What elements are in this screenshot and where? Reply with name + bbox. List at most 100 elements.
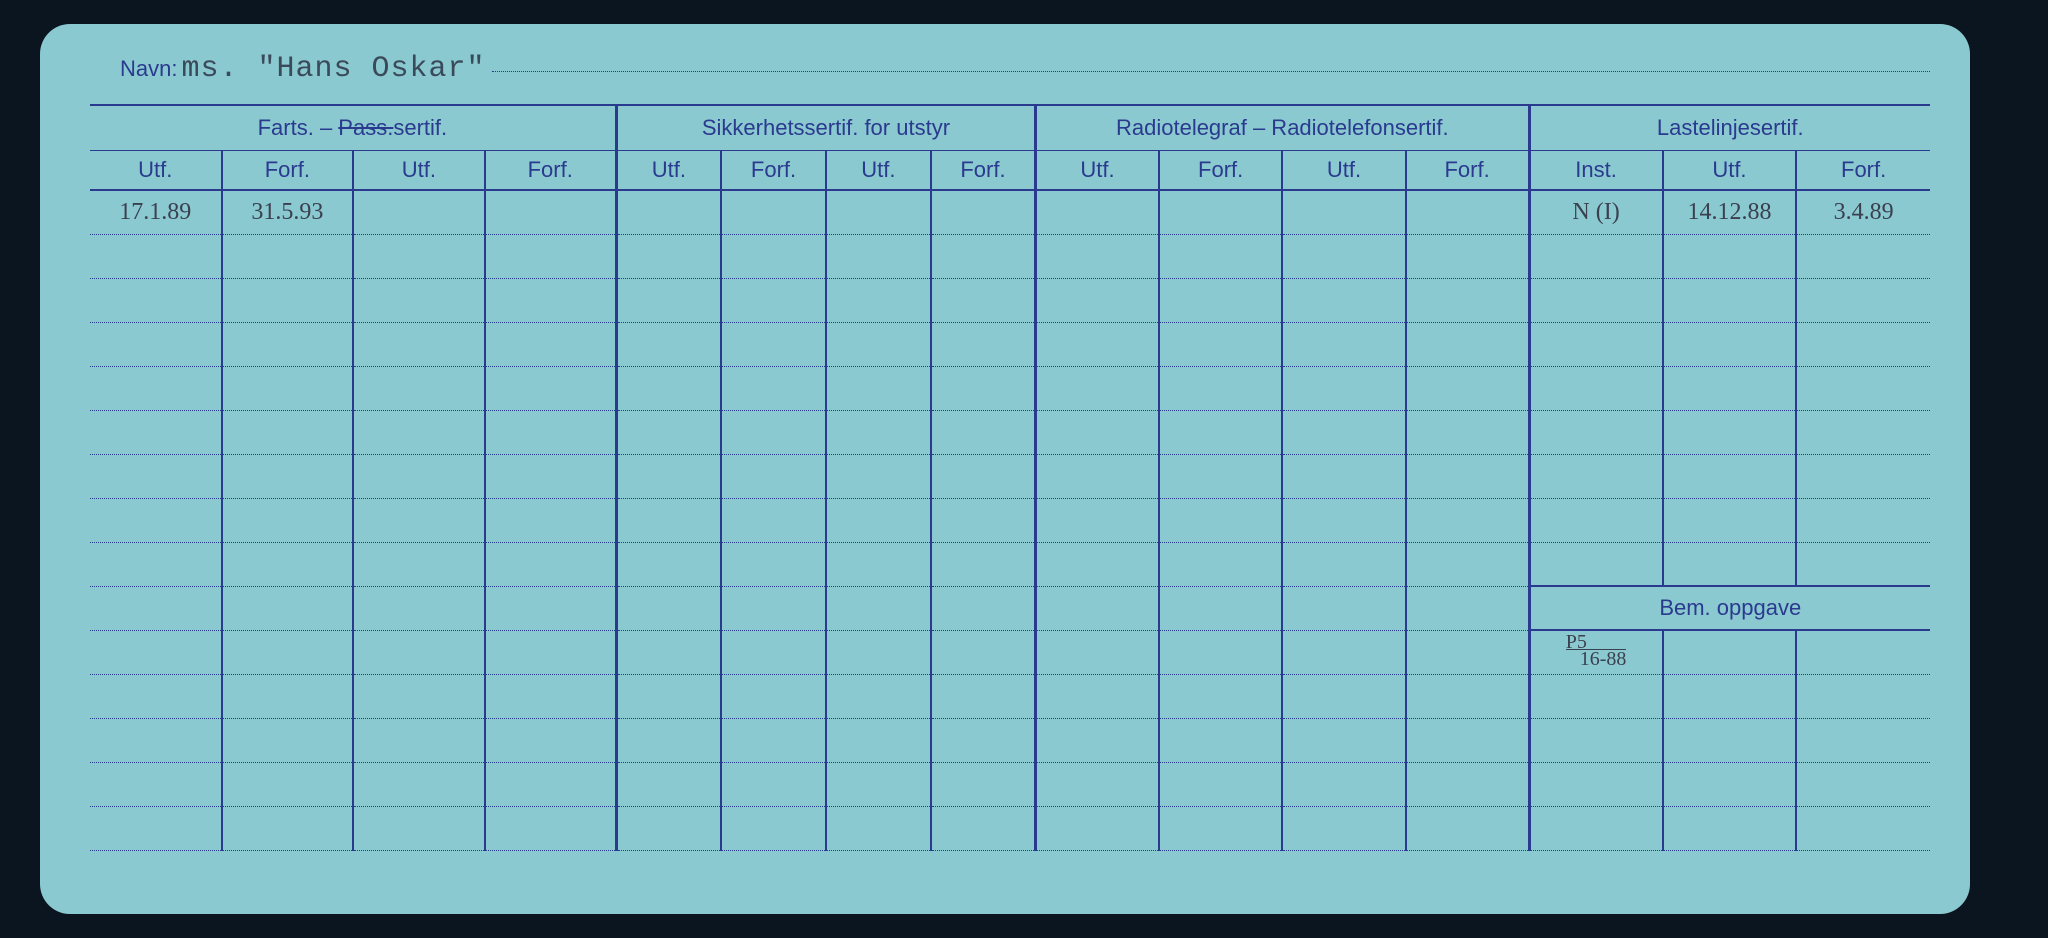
table-cell	[1282, 674, 1405, 718]
table-cell	[1159, 630, 1282, 674]
table-cell	[222, 410, 354, 454]
table-cell	[1529, 674, 1663, 718]
table-cell	[485, 586, 617, 630]
table-cell	[721, 762, 826, 806]
sub-header: Forf.	[721, 150, 826, 190]
table-cell: P516-88	[1529, 630, 1663, 674]
table-cell	[931, 410, 1036, 454]
table-cell	[90, 366, 222, 410]
table-cell	[616, 674, 721, 718]
table-cell	[1036, 498, 1159, 542]
table-cell	[90, 542, 222, 586]
table-cell	[721, 674, 826, 718]
name-row: Navn: ms. "Hans Oskar"	[120, 52, 1930, 86]
table-cell	[1282, 234, 1405, 278]
table-cell	[222, 322, 354, 366]
table-cell	[1529, 454, 1663, 498]
table-cell	[222, 498, 354, 542]
table-cell	[1406, 234, 1529, 278]
sub-header: Forf.	[931, 150, 1036, 190]
table-cell	[1159, 366, 1282, 410]
table-cell	[485, 542, 617, 586]
table-cell	[1406, 630, 1529, 674]
table-cell	[826, 366, 931, 410]
table-cell	[826, 762, 931, 806]
table-cell	[90, 806, 222, 850]
table-cell	[616, 718, 721, 762]
table-cell	[826, 806, 931, 850]
table-cell	[931, 234, 1036, 278]
table-cell	[1406, 410, 1529, 454]
table-cell	[353, 542, 485, 586]
table-cell	[1406, 190, 1529, 234]
table-cell	[1663, 542, 1797, 586]
table-cell	[485, 366, 617, 410]
table-cell	[1282, 630, 1405, 674]
group-header: Sikkerhetssertif. for utstyr	[616, 106, 1035, 150]
table-cell	[485, 234, 617, 278]
binder-hole	[1981, 554, 2025, 598]
table-cell	[616, 234, 721, 278]
table-cell	[1663, 322, 1797, 366]
table-cell	[353, 454, 485, 498]
table-cell	[1529, 542, 1663, 586]
table-cell	[1406, 278, 1529, 322]
table-cell	[1159, 234, 1282, 278]
table-cell	[1036, 234, 1159, 278]
table-cell	[485, 806, 617, 850]
table-cell	[1796, 542, 1930, 586]
table-cell	[721, 718, 826, 762]
table-cell	[826, 586, 931, 630]
table-cell	[1036, 674, 1159, 718]
name-label: Navn:	[120, 56, 177, 82]
certificate-table: Farts. – Pass.sertif.Sikkerhetssertif. f…	[90, 106, 1930, 851]
table-cell	[485, 454, 617, 498]
table-cell	[1036, 278, 1159, 322]
table-cell	[485, 674, 617, 718]
table-cell	[721, 234, 826, 278]
table-cell	[1282, 806, 1405, 850]
table-cell	[721, 542, 826, 586]
table-cell	[90, 630, 222, 674]
binder-hole	[1981, 411, 2025, 455]
table-cell	[222, 806, 354, 850]
table-cell	[1159, 410, 1282, 454]
table-cell	[616, 630, 721, 674]
table-cell	[485, 410, 617, 454]
table-cell	[353, 718, 485, 762]
table-cell	[1406, 498, 1529, 542]
table-cell	[931, 278, 1036, 322]
table-cell	[616, 454, 721, 498]
table-cell	[826, 454, 931, 498]
table-cell	[1796, 454, 1930, 498]
group-header: Farts. – Pass.sertif.	[90, 106, 616, 150]
table-wrap: Farts. – Pass.sertif.Sikkerhetssertif. f…	[90, 104, 1930, 851]
table-cell	[1796, 234, 1930, 278]
table-cell	[1663, 234, 1797, 278]
table-cell	[931, 190, 1036, 234]
name-value: ms. "Hans Oskar"	[181, 52, 485, 86]
table-cell	[222, 278, 354, 322]
table-cell	[353, 674, 485, 718]
table-cell	[1159, 762, 1282, 806]
table-row	[90, 674, 1930, 718]
binder-hole	[1981, 483, 2025, 527]
table-cell	[721, 322, 826, 366]
table-cell	[90, 586, 222, 630]
table-cell	[1036, 542, 1159, 586]
sub-header: Utf.	[353, 150, 485, 190]
binder-hole	[1981, 125, 2025, 169]
table-cell	[826, 718, 931, 762]
table-cell	[90, 674, 222, 718]
table-row: 17.1.8931.5.93N (I)14.12.883.4.89	[90, 190, 1930, 234]
binder-hole	[1981, 769, 2025, 813]
table-cell	[222, 234, 354, 278]
table-cell	[90, 234, 222, 278]
table-cell	[353, 278, 485, 322]
record-card: Navn: ms. "Hans Oskar" Farts. – Pass.ser…	[40, 24, 1970, 914]
table-cell	[1529, 718, 1663, 762]
table-cell	[1036, 718, 1159, 762]
table-cell	[353, 366, 485, 410]
sub-header: Forf.	[1406, 150, 1529, 190]
table-cell	[931, 762, 1036, 806]
